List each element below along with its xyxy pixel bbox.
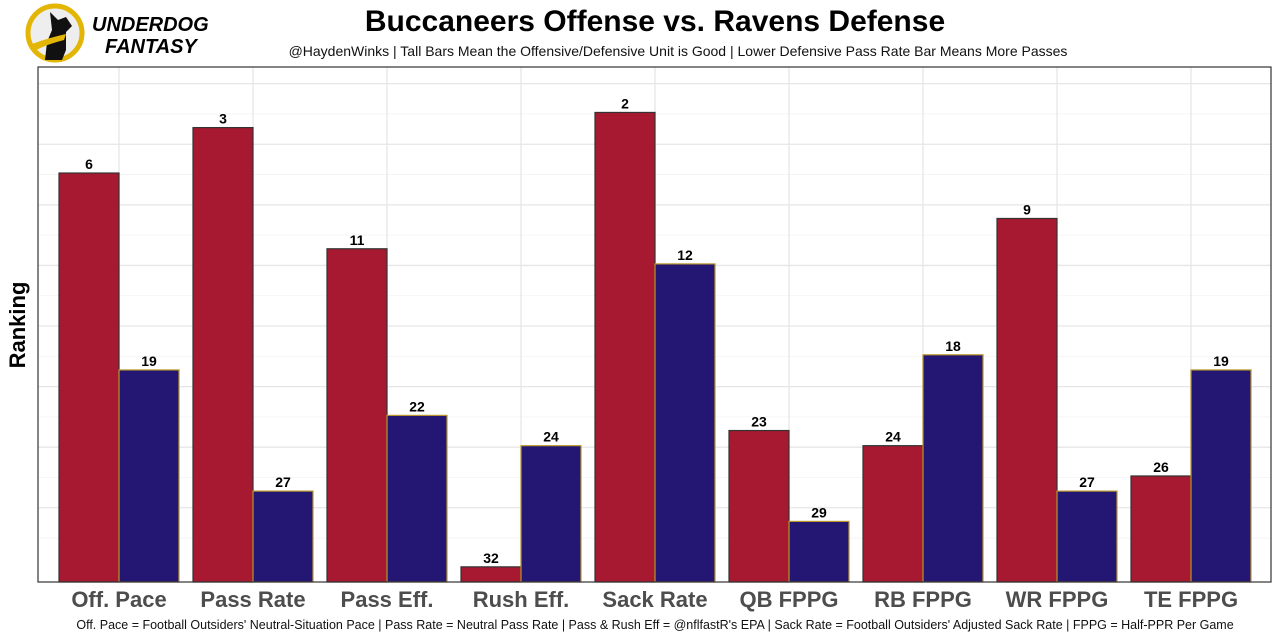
bar-offense <box>862 445 924 583</box>
x-tick-label: TE FPPG <box>1144 587 1238 612</box>
x-tick-label: Sack Rate <box>602 587 707 612</box>
data-label: 26 <box>1153 459 1169 475</box>
bar-offense <box>1130 475 1192 583</box>
bar-offense <box>728 429 790 583</box>
data-label: 9 <box>1023 201 1031 217</box>
chart-subtitle: @HaydenWinks | Tall Bars Mean the Offens… <box>289 43 1068 59</box>
bar-defense <box>520 445 582 583</box>
scarf-icon <box>32 34 66 50</box>
data-label: 19 <box>141 353 157 369</box>
x-ticks: Off. Pace Pass Rate Pass Eff. Rush Eff. Sack… <box>71 587 1238 612</box>
bar-offense <box>58 172 120 583</box>
chart-title: Buccaneers Offense vs. Ravens Defense <box>365 5 945 38</box>
x-tick-label: QB FPPG <box>739 587 838 612</box>
data-label: 19 <box>1213 353 1229 369</box>
logo-line-1: UNDERDOG <box>92 14 209 36</box>
data-label: 6 <box>85 156 93 172</box>
data-label: 18 <box>945 338 961 354</box>
data-label: 27 <box>1079 474 1095 490</box>
bar-defense <box>788 520 850 583</box>
bar-defense <box>386 414 448 583</box>
logo-line-2: FANTASY <box>105 36 199 58</box>
data-label: 24 <box>885 429 901 445</box>
plot-border <box>37 66 1272 583</box>
data-label: 3 <box>219 111 227 127</box>
bar-defense <box>654 263 716 583</box>
x-tick-label: Rush Eff. <box>473 587 570 612</box>
bar-defense <box>922 354 984 583</box>
x-tick-label: Pass Rate <box>200 587 305 612</box>
bar-defense <box>252 490 314 583</box>
data-label: 24 <box>543 429 559 445</box>
bar-offense <box>460 566 522 583</box>
bar-defense <box>1056 490 1118 583</box>
bars: 6 19 3 27 11 22 32 24 2 12 23 29 24 18 9 27 26 19 <box>58 95 1252 583</box>
logo: UNDERDOG FANTASY <box>25 3 209 63</box>
bar-offense <box>996 217 1058 583</box>
x-tick-label: Pass Eff. <box>341 587 434 612</box>
data-label: 2 <box>621 95 629 111</box>
data-label: 12 <box>677 247 693 263</box>
x-tick-label: RB FPPG <box>874 587 972 612</box>
bar-defense <box>1190 369 1252 583</box>
bar-offense <box>594 111 656 583</box>
data-label: 22 <box>409 398 425 414</box>
x-tick-label: WR FPPG <box>1006 587 1109 612</box>
data-label: 27 <box>275 474 291 490</box>
bar-defense <box>118 369 180 583</box>
data-label: 29 <box>811 504 827 520</box>
x-tick-label: Off. Pace <box>71 587 166 612</box>
data-label: 23 <box>751 414 767 430</box>
data-label: 11 <box>350 232 365 248</box>
bar-offense <box>326 248 388 583</box>
bar-offense <box>192 126 254 583</box>
chart-caption: Off. Pace = Football Outsiders' Neutral-… <box>76 618 1233 632</box>
data-label: 32 <box>483 550 499 566</box>
y-axis-label: Ranking <box>5 282 30 369</box>
